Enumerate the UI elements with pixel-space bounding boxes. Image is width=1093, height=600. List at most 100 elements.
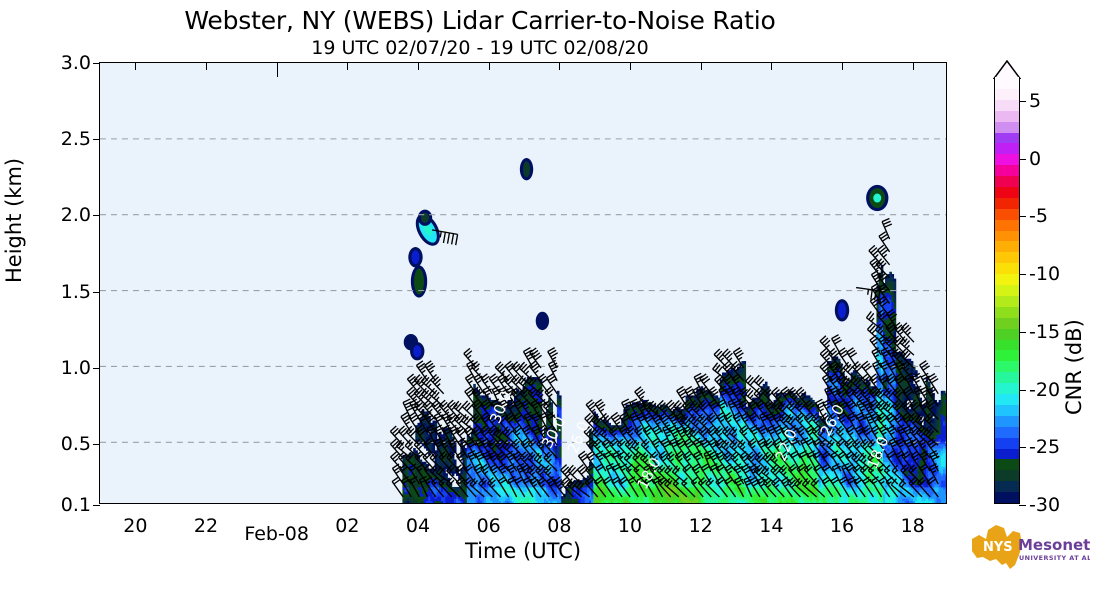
wind-barb	[664, 478, 680, 498]
wind-barb	[543, 451, 558, 472]
plot-canvas: 30.0 30.0 26.0 18.0 22.0 26.0 18.0	[100, 63, 946, 503]
wind-barb	[642, 399, 656, 420]
wind-barb	[423, 463, 437, 485]
colorbar-segment-15	[995, 327, 1019, 340]
x-tick-mark-4	[418, 63, 419, 70]
wind-barb	[573, 478, 591, 498]
wind-barb	[479, 425, 493, 446]
colorbar-segment-30	[995, 163, 1019, 177]
wind-barb	[600, 412, 615, 433]
colorbar-tick-mark-0	[1019, 101, 1026, 103]
logo-tagline-text: UNIVERSITY AT ALBANY	[1019, 554, 1090, 562]
wind-barb	[658, 450, 672, 472]
x-tick-mark-2	[276, 63, 278, 77]
wind-barb	[413, 438, 428, 459]
wind-barb	[408, 463, 420, 485]
contour-label-6: 18.0	[863, 434, 892, 472]
wind-barb	[536, 438, 550, 459]
wind-barb	[657, 476, 672, 498]
wind-barb	[473, 463, 485, 485]
wind-barb	[422, 451, 437, 472]
wind-barb	[406, 373, 420, 395]
wind-barb	[594, 398, 607, 420]
wind-barb	[656, 464, 672, 485]
wind-barb	[428, 387, 445, 408]
colorbar-segment-6	[995, 425, 1019, 438]
wind-barb	[480, 399, 493, 420]
wind-barb	[636, 475, 647, 498]
wind-barb	[591, 426, 607, 446]
wind-barb	[528, 360, 542, 382]
wind-barb	[420, 374, 437, 395]
wind-barb	[592, 438, 607, 459]
wind-barb	[405, 425, 420, 446]
wind-barb	[469, 478, 485, 498]
colorbar[interactable]: 5 0 -5 -10 -15 -20 -25 -30	[994, 76, 1060, 516]
x-tick-mark-8	[700, 63, 702, 70]
x-tick-mark-9	[771, 63, 773, 70]
wind-barb	[627, 476, 639, 498]
wind-barb	[593, 476, 607, 498]
wind-barb	[519, 451, 534, 472]
wind-barb	[413, 374, 428, 395]
wind-barb	[397, 451, 412, 472]
colorbar-tick-mark-5	[1019, 389, 1026, 391]
wind-barb	[480, 412, 493, 433]
wind-barb	[585, 399, 599, 420]
wind-barb	[496, 412, 510, 433]
wind-barb	[423, 437, 437, 459]
wind-barb	[445, 477, 461, 498]
wind-barb	[547, 359, 559, 382]
x-tick-mark-1	[206, 63, 207, 70]
wind-barb	[621, 398, 632, 420]
wind-barb	[616, 438, 631, 459]
wind-barb	[478, 477, 493, 498]
nys-mesonet-logo: NYS Mesonet UNIVERSITY AT ALBANY	[966, 521, 1093, 573]
colorbar-segment-20	[995, 272, 1019, 286]
wind-barb	[463, 425, 477, 446]
wind-barb	[430, 374, 445, 395]
colorbar-segment-24	[995, 229, 1019, 242]
contour-labels-layer: 30.030.026.018.022.026.018.0	[486, 388, 892, 492]
colorbar-segment-2	[995, 468, 1019, 482]
colorbar-segment-36	[995, 98, 1019, 111]
wind-barb	[611, 476, 623, 498]
wind-barb	[560, 464, 574, 485]
colorbar-segment-26	[995, 207, 1019, 220]
wind-barb	[649, 463, 664, 485]
wind-barb	[464, 373, 477, 395]
colorbar-segment-34	[995, 120, 1019, 133]
colorbar-segment-35	[995, 109, 1019, 122]
colorbar-segment-17	[995, 305, 1019, 318]
x-tick-label-0: 20	[123, 515, 148, 537]
x-tick-mark-5	[488, 63, 490, 70]
wind-barb	[455, 464, 469, 485]
x-tick-mark-6	[559, 63, 561, 70]
wind-barb	[446, 412, 461, 433]
wind-barb	[633, 464, 647, 485]
colorbar-tick-mark-3	[1019, 274, 1026, 276]
plot-area[interactable]: 30.0 30.0 26.0 18.0 22.0 26.0 18.0 0.1 0.5 1.0 1.…	[61, 52, 947, 545]
wind-barb	[567, 464, 582, 485]
wind-barb	[398, 425, 412, 446]
wind-barb	[438, 451, 453, 472]
wind-barb	[529, 347, 542, 369]
wind-barb	[547, 347, 559, 369]
wind-barb	[530, 398, 542, 420]
wind-barb	[498, 463, 510, 485]
wind-barb	[664, 465, 680, 485]
wind-barb	[598, 426, 615, 446]
colorbar-segment-10	[995, 381, 1019, 395]
wind-barb	[504, 360, 518, 382]
colorbar-segment-0	[995, 490, 1019, 503]
colorbar-segment-16	[995, 316, 1019, 329]
wind-barb	[546, 476, 558, 498]
logo-nys-text: NYS	[983, 540, 1013, 555]
wind-barb	[542, 400, 558, 421]
wind-barb	[482, 385, 493, 407]
colorbar-segment-25	[995, 218, 1019, 231]
wind-barb	[462, 477, 477, 498]
colorbar-tick-mark-2	[1019, 216, 1026, 218]
wind-barb	[391, 476, 404, 498]
colorbar-tick-mark-7	[1019, 505, 1026, 506]
